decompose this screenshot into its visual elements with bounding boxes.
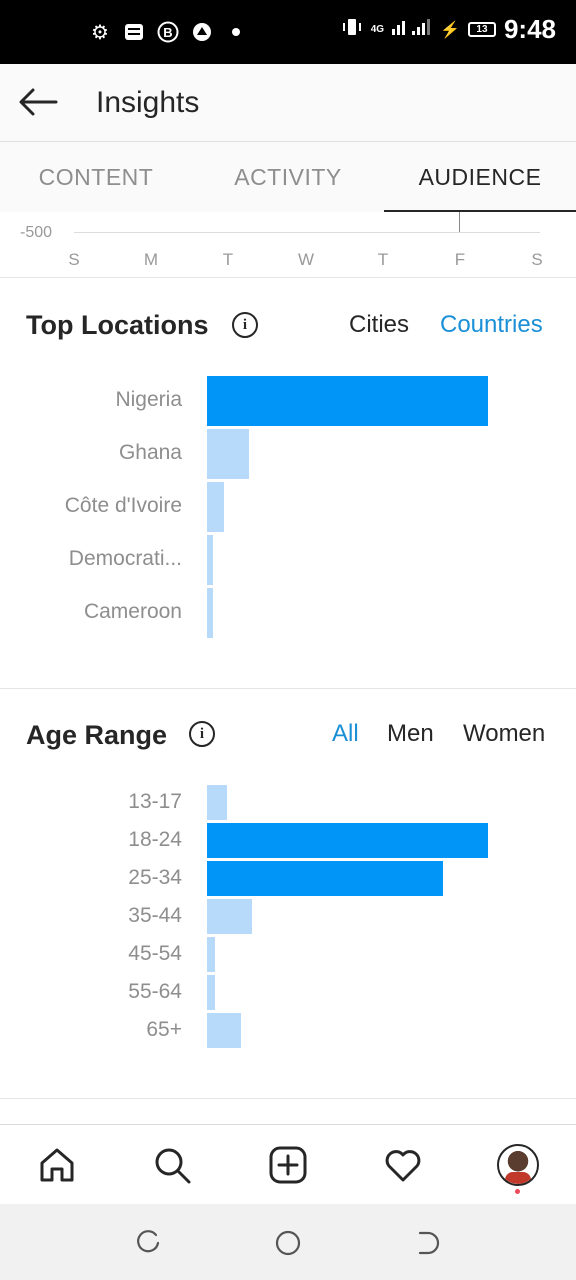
bar[interactable] [207, 376, 488, 426]
signal-icon [392, 17, 432, 42]
bar[interactable] [207, 861, 443, 896]
avatar [497, 1144, 539, 1186]
home-circle-icon[interactable] [273, 1228, 303, 1258]
bar-label: 55-64 [128, 979, 182, 1003]
app-header: Insights [0, 64, 576, 142]
b-badge-icon: B [156, 20, 180, 44]
notification-icons: ⚙ B [88, 20, 248, 44]
tab-activity[interactable]: ACTIVITY [234, 163, 342, 190]
bar[interactable] [207, 588, 213, 638]
bar[interactable] [207, 937, 215, 972]
day-label: F [454, 250, 466, 269]
age-range-title: Age Range [26, 720, 168, 750]
toggle-all[interactable]: All [332, 720, 359, 747]
info-icon[interactable]: i [232, 312, 258, 338]
bar[interactable] [207, 823, 488, 858]
y-axis-label: -500 [20, 224, 53, 241]
search-icon[interactable] [150, 1143, 194, 1187]
section-divider [0, 1098, 576, 1099]
app-icon [190, 20, 214, 44]
day-label: M [143, 250, 159, 269]
settings-icon: ⚙ [91, 21, 109, 44]
bar-label: 35-44 [128, 903, 182, 927]
toggle-cities[interactable]: Cities [349, 311, 410, 338]
day-label: S [531, 250, 543, 269]
bar-label: Côte d'Ivoire [64, 494, 182, 517]
bar-label: Democrati... [68, 547, 182, 570]
bar-label: 65+ [146, 1017, 182, 1041]
dot-icon [224, 20, 248, 44]
bar-label: Cameroon [83, 600, 182, 623]
bar[interactable] [207, 975, 215, 1010]
system-indicators: 4G ⚡ 13 9:48 [341, 14, 556, 45]
network-type: 4G [370, 24, 385, 35]
notification-dot [515, 1189, 520, 1194]
bar[interactable] [207, 1013, 241, 1048]
toggle-countries[interactable]: Countries [440, 311, 543, 338]
bar[interactable] [207, 429, 249, 479]
day-label: T [377, 250, 389, 269]
day-label: W [297, 250, 315, 269]
bar-label: Nigeria [115, 388, 182, 411]
message-icon [122, 20, 146, 44]
status-bar: ⚙ B 4G ⚡ 13 9:48 [0, 0, 576, 64]
top-locations-title: Top Locations [26, 310, 209, 340]
bottom-navigation [0, 1124, 576, 1204]
profile-avatar[interactable] [496, 1143, 540, 1187]
vibrate-icon [341, 16, 363, 43]
axis-baseline [74, 232, 540, 233]
svg-text:B: B [163, 25, 172, 40]
tab-audience[interactable]: AUDIENCE [384, 142, 576, 212]
section-divider [0, 688, 576, 689]
battery-indicator: 13 [467, 22, 496, 37]
back-arrow-icon [19, 88, 58, 116]
back-button[interactable] [16, 82, 60, 122]
bar[interactable] [207, 899, 252, 934]
bar-label: Ghana [118, 441, 182, 464]
add-post-icon[interactable] [266, 1143, 310, 1187]
system-navigation-bar [0, 1204, 576, 1280]
axis-marker [459, 212, 460, 232]
bar-label: 13-17 [128, 789, 182, 813]
page-title: Insights [96, 86, 200, 119]
activity-chart-axis: -500 S M T W T F S [0, 212, 576, 278]
bar[interactable] [207, 535, 213, 585]
charging-icon: ⚡ [440, 21, 460, 39]
recents-icon[interactable] [133, 1228, 163, 1258]
toggle-men[interactable]: Men [387, 720, 434, 747]
activity-heart-icon[interactable] [381, 1143, 425, 1187]
toggle-women[interactable]: Women [463, 720, 546, 747]
bar-label: 45-54 [128, 941, 182, 965]
insights-tabs: CONTENT ACTIVITY AUDIENCE [0, 142, 576, 212]
back-icon[interactable] [413, 1228, 443, 1258]
bar-label: 25-34 [128, 865, 182, 889]
bar[interactable] [207, 785, 227, 820]
bar[interactable] [207, 482, 224, 532]
day-label: S [68, 250, 80, 269]
bar-label: 18-24 [128, 827, 182, 851]
day-label: T [222, 250, 234, 269]
clock: 9:48 [503, 14, 556, 44]
home-icon[interactable] [35, 1143, 79, 1187]
info-icon[interactable]: i [189, 721, 215, 747]
tab-content[interactable]: CONTENT [38, 163, 154, 190]
